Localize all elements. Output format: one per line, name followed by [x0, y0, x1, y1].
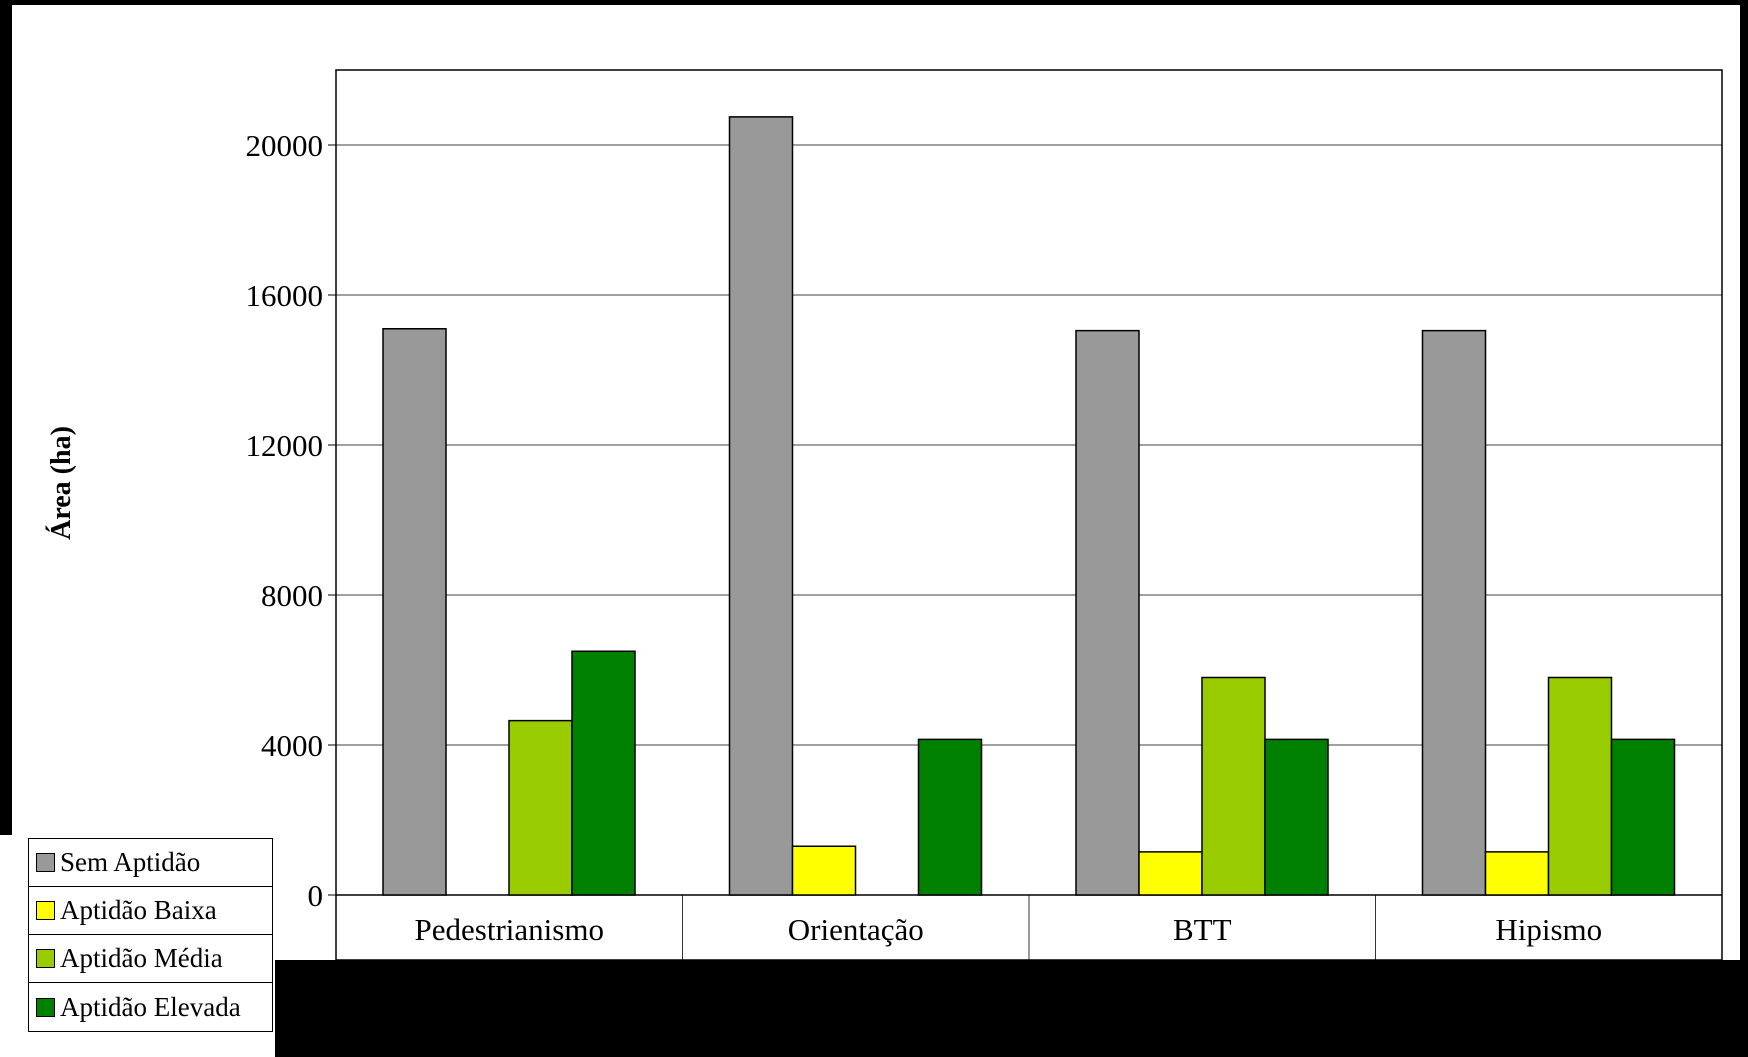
- category-label: Pedestrianismo: [415, 912, 604, 947]
- bars: [382, 116, 1676, 896]
- legend-swatch: [36, 901, 55, 920]
- bar-sem-aptid-o-orienta-o: [728, 116, 794, 896]
- bar-aptid-o-elevada-orienta-o: [917, 738, 983, 896]
- top-border: [0, 0, 1748, 5]
- legend-item: Sem Aptidão: [29, 839, 272, 887]
- bar-aptid-o-elevada-pedestrianismo: [571, 650, 636, 896]
- bar-aptid-o-m-dia-hipismo: [1547, 676, 1613, 896]
- bar-aptid-o-baixa-btt: [1138, 851, 1203, 896]
- right-border: [1740, 0, 1748, 1057]
- bar-sem-aptid-o-hipismo: [1421, 329, 1487, 896]
- bar-aptid-o-baixa-hipismo: [1484, 851, 1550, 896]
- legend-label: Aptidão Elevada: [60, 991, 241, 1022]
- y-tick-label: 0: [308, 878, 324, 913]
- y-tick-label: 8000: [261, 578, 323, 613]
- legend-item: Aptidão Média: [29, 935, 272, 983]
- category-label: Hipismo: [1495, 912, 1602, 947]
- category-axis: Pedestrianismo Orientação BTT Hipismo: [415, 895, 1602, 960]
- legend-item: Aptidão Baixa: [29, 887, 272, 935]
- category-label: Orientação: [788, 912, 924, 947]
- y-tick-label: 20000: [246, 128, 324, 163]
- legend-label: Sem Aptidão: [60, 847, 201, 877]
- bar-aptid-o-elevada-btt: [1264, 738, 1329, 896]
- y-tick-label: 4000: [261, 728, 323, 763]
- legend-label: Aptidão Média: [60, 943, 223, 973]
- category-label: BTT: [1173, 912, 1232, 947]
- y-axis-ticks: 0 4000 8000 12000 16000 20000: [246, 128, 336, 913]
- bottom-black-block: [275, 960, 1748, 1057]
- legend-swatch: [36, 949, 55, 968]
- legend-label: Aptidão Baixa: [60, 895, 217, 925]
- legend-swatch: [36, 853, 55, 872]
- legend: Sem Aptidão Aptidão Baixa Aptidão Média Apt…: [28, 838, 273, 1032]
- bar-aptid-o-m-dia-btt: [1201, 676, 1266, 896]
- legend-swatch: [36, 997, 55, 1017]
- bar-sem-aptid-o-pedestrianismo: [382, 328, 447, 896]
- y-axis-label: Área (ha): [46, 426, 77, 540]
- legend-item: Aptidão Elevada: [29, 983, 272, 1031]
- bar-aptid-o-elevada-hipismo: [1610, 738, 1676, 896]
- y-tick-label: 16000: [246, 278, 324, 313]
- left-border: [0, 0, 12, 835]
- bar-aptid-o-m-dia-pedestrianismo: [508, 719, 573, 896]
- y-tick-label: 12000: [246, 428, 324, 463]
- bar-sem-aptid-o-btt: [1075, 329, 1140, 896]
- bar-aptid-o-baixa-orienta-o: [791, 845, 857, 896]
